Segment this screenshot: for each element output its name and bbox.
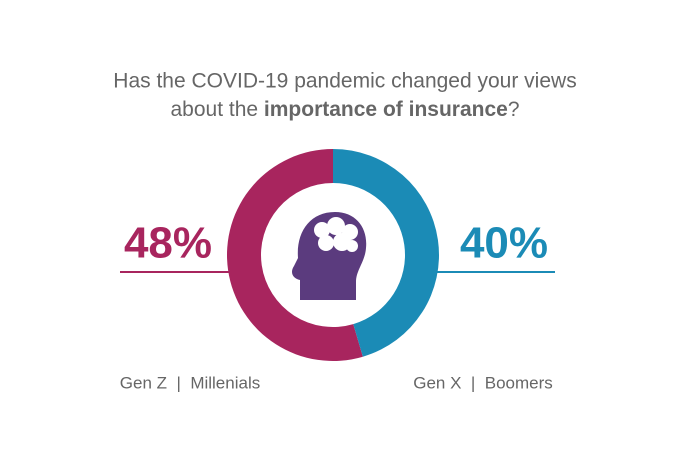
brain-head-icon xyxy=(292,212,367,300)
value-label: 40% xyxy=(460,219,548,268)
title-emphasis: importance of insurance xyxy=(264,98,508,121)
chart-title-line2: about the importance of insurance? xyxy=(170,98,519,121)
donut-segment xyxy=(333,149,440,357)
category-label: Gen Z | Millenials xyxy=(120,373,260,392)
title-end: ? xyxy=(508,98,520,121)
value-label: 48% xyxy=(124,219,212,268)
title-text: about the xyxy=(170,98,258,121)
category-label: Gen X | Boomers xyxy=(413,373,553,392)
donut-segment xyxy=(227,149,363,362)
chart-title: Has the COVID-19 pandemic changed your v… xyxy=(113,70,576,93)
